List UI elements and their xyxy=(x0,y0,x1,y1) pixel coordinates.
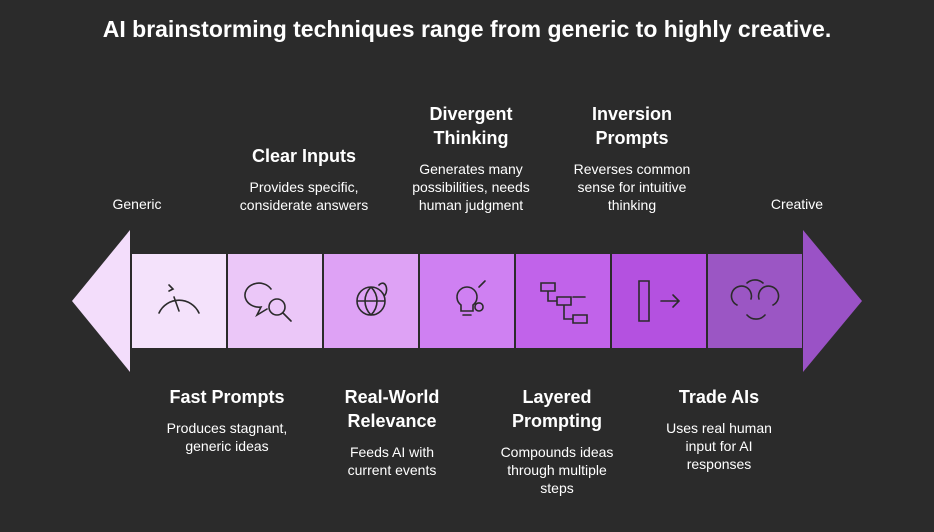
boxes xyxy=(132,254,802,348)
technique-title: Real-World Relevance xyxy=(344,387,440,431)
technique-label: Divergent Thinking Generates many possibi… xyxy=(406,102,536,214)
technique-description: Feeds AI with current events xyxy=(347,444,437,478)
title: AI brainstorming techniques range from g… xyxy=(102,16,832,42)
technique-title: Trade AIs xyxy=(678,387,760,407)
technique-box xyxy=(228,254,322,348)
technique-description: Reverses common sense for intuitive thin… xyxy=(573,161,691,213)
technique-label: Layered Prompting Compounds ideas through… xyxy=(495,385,620,497)
technique-box xyxy=(708,254,802,348)
technique-box xyxy=(516,254,610,348)
left-end-label: Generic xyxy=(112,196,162,212)
technique-label: Trade AIs Uses real human input for AI re… xyxy=(659,385,779,473)
technique-title: Inversion Prompts xyxy=(591,104,673,148)
technique-description: Provides specific, considerate answers xyxy=(239,179,369,213)
left-arrow xyxy=(72,230,130,372)
technique-icon xyxy=(456,280,486,316)
technique-label: Clear Inputs Provides specific, considera… xyxy=(229,144,379,214)
technique-label: Fast Prompts Produces stagnant, generic i… xyxy=(152,385,302,455)
right-arrow xyxy=(803,230,862,372)
technique-title: Clear Inputs xyxy=(251,146,357,166)
technique-icon xyxy=(244,282,292,322)
technique-title: Fast Prompts xyxy=(169,387,285,407)
technique-box xyxy=(612,254,706,348)
technique-label: Inversion Prompts Reverses common sense f… xyxy=(567,102,697,214)
technique-description: Compounds ideas through multiple steps xyxy=(500,444,614,496)
technique-description: Produces stagnant, generic ideas xyxy=(166,420,288,454)
technique-label: Real-World Relevance Feeds AI with curren… xyxy=(337,385,447,479)
technique-box xyxy=(132,254,226,348)
technique-icon xyxy=(356,282,388,316)
technique-icon xyxy=(540,282,588,324)
technique-title: Divergent Thinking xyxy=(429,104,513,148)
technique-icon xyxy=(730,279,780,320)
technique-title: Layered Prompting xyxy=(512,387,602,431)
technique-description: Generates many possibilities, needs huma… xyxy=(412,161,530,213)
technique-box xyxy=(420,254,514,348)
right-end-label: Creative xyxy=(770,196,824,212)
technique-description: Uses real human input for AI responses xyxy=(666,420,772,472)
technique-icon xyxy=(158,284,200,314)
technique-icon xyxy=(638,280,681,322)
